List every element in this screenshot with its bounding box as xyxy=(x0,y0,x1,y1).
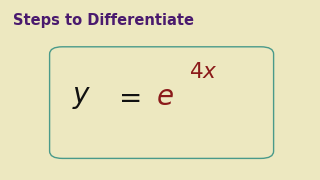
Text: $\mathit{e}$: $\mathit{e}$ xyxy=(156,83,174,111)
FancyBboxPatch shape xyxy=(50,47,274,158)
Text: $\mathit{4x}$: $\mathit{4x}$ xyxy=(189,62,218,82)
Text: $\mathit{y}$: $\mathit{y}$ xyxy=(72,83,91,111)
Text: Steps to Differentiate: Steps to Differentiate xyxy=(13,13,194,28)
Text: $=$: $=$ xyxy=(113,83,140,111)
